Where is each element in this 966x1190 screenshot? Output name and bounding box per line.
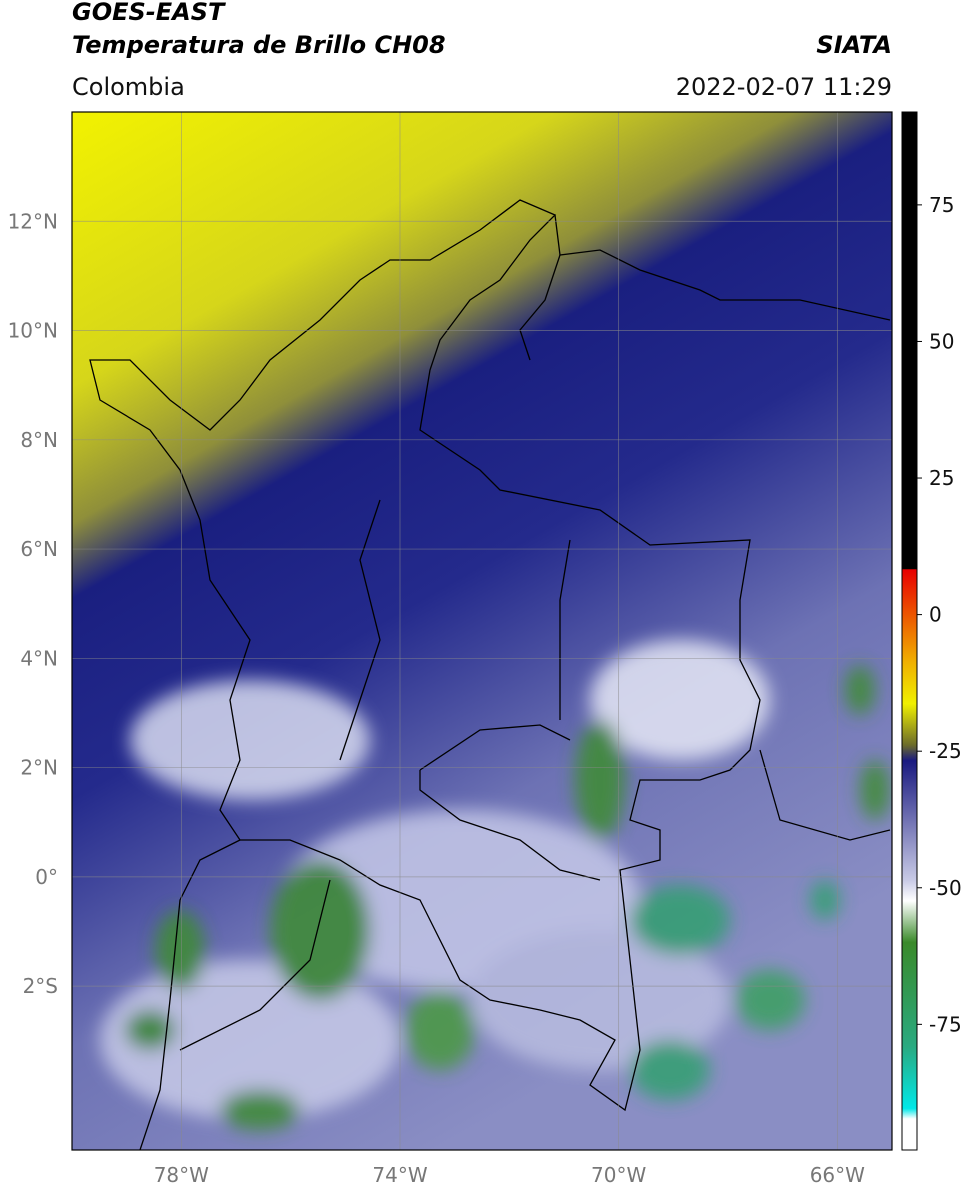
colorbar-tick-label: -50 <box>929 876 962 900</box>
colorbar-tick-label: 75 <box>929 193 954 217</box>
lat-tick-label: 2°N <box>20 756 58 780</box>
region: Colombia <box>72 73 185 101</box>
lon-tick-label: 70°W <box>591 1163 646 1187</box>
lat-tick-label: 4°N <box>20 646 58 670</box>
satellite-image <box>72 112 892 1150</box>
lat-tick-label: 2°S <box>23 974 58 998</box>
datetime: 2022-02-07 11:29 <box>676 73 892 101</box>
colorbar <box>901 111 918 1151</box>
source: SIATA <box>816 31 892 59</box>
map-frame <box>71 111 893 1151</box>
colorbar-tick-label: -25 <box>929 739 962 763</box>
lat-tick-label: 0° <box>35 865 58 889</box>
lat-tick-label: 10°N <box>8 319 58 343</box>
subtitle: Temperatura de Brillo CH08 <box>72 31 446 59</box>
title: GOES-EAST <box>72 0 226 26</box>
lat-tick-label: 12°N <box>8 209 58 233</box>
lon-tick-label: 74°W <box>372 1163 427 1187</box>
colorbar-tick-label: -75 <box>929 1012 962 1036</box>
colorbar-tick-label: 25 <box>929 466 954 490</box>
lon-tick-label: 78°W <box>154 1163 209 1187</box>
colorbar-tick-label: 0 <box>929 603 942 627</box>
colorbar-tick-label: 50 <box>929 329 954 353</box>
graticule <box>72 112 892 1150</box>
lon-tick-label: 66°W <box>810 1163 865 1187</box>
lat-tick-label: 6°N <box>20 537 58 561</box>
lat-tick-label: 8°N <box>20 428 58 452</box>
